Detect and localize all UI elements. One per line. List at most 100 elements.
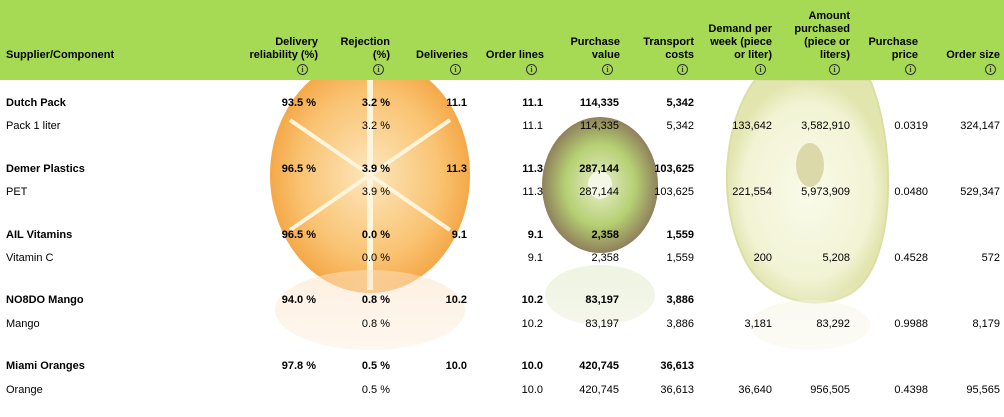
info-icon[interactable]: i: [829, 64, 840, 75]
component-row[interactable]: Vitamin C 0.0 % 9.1 2,358 1,559 200 5,20…: [0, 249, 1004, 267]
info-icon[interactable]: i: [677, 64, 688, 75]
column-header-amount-purchased[interactable]: Amount purchased (piece or liters): [794, 10, 850, 61]
info-icon[interactable]: i: [373, 64, 384, 75]
purchase-price-value: 0.4528: [894, 252, 928, 264]
info-icon[interactable]: i: [450, 64, 461, 75]
rejection-value: 3.9 %: [361, 163, 390, 175]
delivery-reliability-value: 96.5 %: [281, 163, 316, 175]
rejection-value: 3.2 %: [361, 97, 390, 109]
background-fruit-images: [0, 80, 1004, 417]
order-size-value: 572: [981, 252, 1000, 264]
deliveries-value: 10.2: [445, 294, 467, 306]
column-header-demand-per-week[interactable]: Demand per week (piece or liter): [708, 23, 772, 61]
demand-value: 133,642: [732, 120, 772, 132]
purchase-value: 83,197: [585, 294, 619, 306]
component-row[interactable]: Mango 0.8 % 10.2 83,197 3,886 3,181 83,2…: [0, 315, 1004, 333]
column-header-purchase-price[interactable]: Purchase price: [868, 36, 918, 61]
amount-purchased-value: 5,208: [822, 252, 850, 264]
info-icon[interactable]: i: [526, 64, 537, 75]
supplier-name: AIL Vitamins: [6, 229, 73, 241]
order-lines-value: 11.1: [522, 120, 543, 132]
rejection-value: 0.0 %: [361, 229, 390, 241]
order-lines-value: 10.2: [521, 318, 543, 330]
transport-costs-value: 1,559: [666, 252, 694, 264]
amount-purchased-value: 956,505: [810, 384, 850, 396]
order-size-value: 95,565: [966, 384, 1000, 396]
purchase-value: 287,144: [579, 186, 619, 198]
delivery-reliability-value: 96.5 %: [281, 229, 316, 241]
rejection-value: 3.2 %: [361, 120, 390, 132]
demand-value: 200: [753, 252, 772, 264]
purchase-value: 2,358: [591, 229, 619, 241]
purchase-value: 287,144: [579, 163, 619, 175]
delivery-reliability-value: 93.5 %: [281, 97, 316, 109]
delivery-reliability-value: 97.8 %: [281, 360, 316, 372]
supplier-row[interactable]: AIL Vitamins 96.5 % 0.0 % 9.1 9.1 2,358 …: [0, 226, 1004, 244]
info-icon[interactable]: i: [297, 64, 308, 75]
fruit-illustration: [0, 80, 1004, 417]
supplier-row[interactable]: Demer Plastics 96.5 % 3.9 % 11.3 11.3 28…: [0, 160, 1004, 178]
info-icon[interactable]: i: [602, 64, 613, 75]
transport-costs-value: 103,625: [654, 186, 694, 198]
table-header: Supplier/Component Delivery reliability …: [0, 0, 1004, 80]
transport-costs-value: 5,342: [666, 97, 694, 109]
supplier-row[interactable]: Miami Oranges 97.8 % 0.5 % 10.0 10.0 420…: [0, 357, 1004, 375]
order-lines-value: 11.3: [522, 186, 543, 198]
transport-costs-value: 5,342: [666, 120, 694, 132]
column-header-purchase-value[interactable]: Purchase value: [570, 36, 620, 61]
deliveries-value: 10.0: [445, 360, 467, 372]
purchase-price-value: 0.9988: [894, 318, 928, 330]
column-header-delivery-reliability[interactable]: Delivery reliability (%): [249, 36, 318, 61]
amount-purchased-value: 83,292: [816, 318, 850, 330]
transport-costs-value: 36,613: [660, 360, 694, 372]
purchase-price-value: 0.4398: [894, 384, 928, 396]
component-name: Vitamin C: [6, 252, 54, 264]
column-header-order-size[interactable]: Order size: [946, 49, 1000, 61]
transport-costs-value: 3,886: [666, 294, 694, 306]
component-name: Mango: [6, 318, 40, 330]
column-header-order-lines[interactable]: Order lines: [485, 49, 544, 61]
rejection-value: 0.5 %: [361, 384, 390, 396]
component-row[interactable]: PET 3.9 % 11.3 287,144 103,625 221,554 5…: [0, 183, 1004, 201]
supplier-row[interactable]: Dutch Pack 93.5 % 3.2 % 11.1 11.1 114,33…: [0, 94, 1004, 112]
order-size-value: 8,179: [972, 318, 1000, 330]
component-name: Orange: [6, 384, 43, 396]
supplier-name: Miami Oranges: [6, 360, 85, 372]
purchase-value: 114,335: [580, 120, 619, 132]
deliveries-value: 11.3: [446, 163, 467, 175]
component-row[interactable]: Pack 1 liter 3.2 % 11.1 114,335 5,342 13…: [0, 117, 1004, 135]
order-lines-value: 10.0: [521, 360, 543, 372]
purchase-value: 420,745: [579, 384, 619, 396]
order-lines-value: 9.1: [527, 252, 543, 264]
rejection-value: 0.0 %: [361, 252, 390, 264]
order-lines-value: 11.3: [522, 163, 543, 175]
info-icon[interactable]: i: [905, 64, 916, 75]
column-header-transport-costs[interactable]: Transport costs: [643, 36, 694, 61]
order-lines-value: 10.2: [521, 294, 543, 306]
rejection-value: 0.8 %: [361, 294, 390, 306]
delivery-reliability-value: 94.0 %: [281, 294, 316, 306]
transport-costs-value: 36,613: [660, 384, 694, 396]
amount-purchased-value: 5,973,909: [801, 186, 850, 198]
rejection-value: 3.9 %: [361, 186, 390, 198]
supplier-name: Dutch Pack: [6, 97, 66, 109]
info-icon[interactable]: i: [985, 64, 996, 75]
component-name: PET: [6, 186, 28, 198]
info-icon[interactable]: i: [755, 64, 766, 75]
purchase-value: 114,335: [579, 97, 619, 109]
column-header-rejection[interactable]: Rejection (%): [340, 36, 390, 61]
component-name: Pack 1 liter: [6, 120, 61, 132]
deliveries-value: 11.1: [446, 97, 467, 109]
supplier-row[interactable]: NO8DO Mango 94.0 % 0.8 % 10.2 10.2 83,19…: [0, 291, 1004, 309]
column-header-deliveries[interactable]: Deliveries: [416, 49, 468, 61]
demand-value: 221,554: [732, 186, 772, 198]
purchase-value: 420,745: [579, 360, 619, 372]
transport-costs-value: 103,625: [654, 163, 694, 175]
order-lines-value: 9.1: [527, 229, 543, 241]
column-header-supplier[interactable]: Supplier/Component: [6, 49, 115, 61]
purchase-price-value: 0.0480: [894, 186, 928, 198]
purchase-value: 83,197: [585, 318, 619, 330]
component-row[interactable]: Orange 0.5 % 10.0 420,745 36,613 36,640 …: [0, 381, 1004, 399]
rejection-value: 0.8 %: [361, 318, 390, 330]
transport-costs-value: 3,886: [666, 318, 694, 330]
